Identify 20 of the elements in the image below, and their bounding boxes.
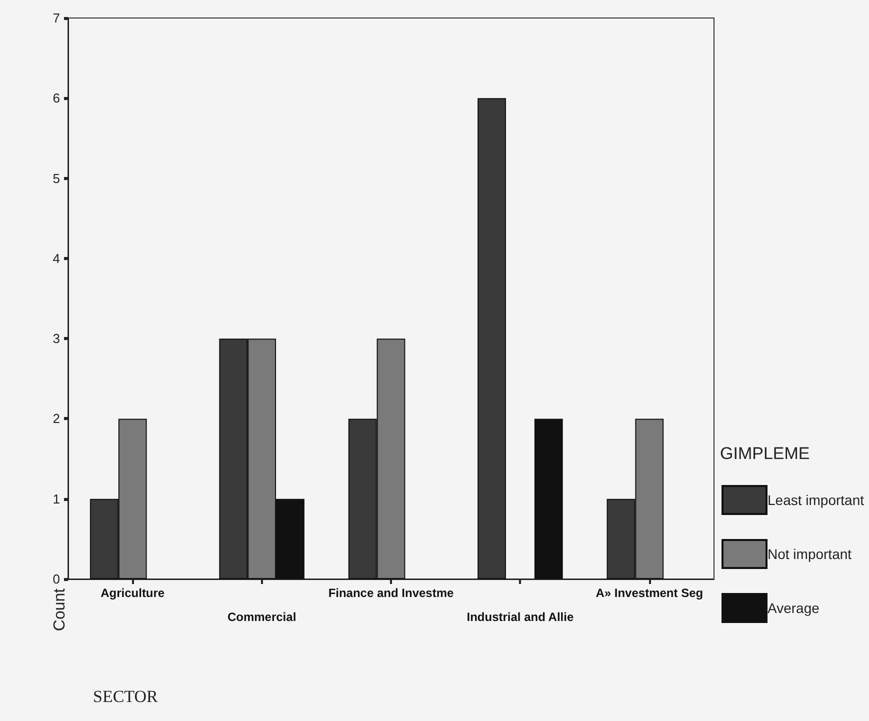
y-axis-title: Count — [52, 588, 68, 632]
y-tick-label: 7 — [52, 10, 60, 26]
y-tick-label: 6 — [52, 90, 60, 106]
legend-label: Not important — [768, 546, 852, 562]
x-tick-label: Commercial — [227, 610, 296, 624]
legend-label: Average — [768, 600, 820, 616]
y-tick-label: 0 — [52, 572, 60, 586]
y-tick-label: 3 — [52, 331, 60, 346]
x-tick-label: A» Investment Seg — [596, 586, 704, 600]
bar — [534, 418, 563, 579]
legend-title: GIMPLEME — [720, 444, 810, 463]
y-tick-label: 1 — [52, 491, 60, 506]
x-tick-label: Finance and Investme — [328, 586, 454, 600]
x-tick-label: Agriculture — [100, 586, 165, 600]
x-axis-title: SECTOR — [93, 687, 159, 706]
y-tick-label: 5 — [52, 170, 60, 186]
x-tick-label: Industrial and Allie — [466, 610, 574, 624]
y-tick-label: 4 — [52, 250, 60, 266]
legend-label: Least important — [768, 492, 864, 508]
y-tick-label: 2 — [52, 411, 60, 426]
